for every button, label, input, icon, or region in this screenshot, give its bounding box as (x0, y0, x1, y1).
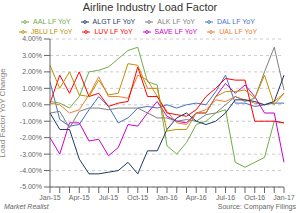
html-text:UAL LF YoY: UAL LF YoY (219, 28, 258, 35)
html-text:AAL LF YoY: AAL LF YoY (33, 18, 71, 25)
svg-text:-5.00%: -5.00% (20, 183, 42, 190)
html-text:ALK LF YoY: ALK LF YoY (157, 18, 195, 25)
html-text:Airline Industry Load Factor: Airline Industry Load Factor (82, 1, 218, 13)
svg-text:0.00%: 0.00% (22, 101, 42, 108)
html-text:LUV LF YoY: LUV LF YoY (94, 28, 133, 35)
svg-text:-3.00%: -3.00% (20, 151, 42, 158)
html-text:Source: Company Filings: Source: Company Filings (217, 203, 296, 210)
svg-text:Oct-16: Oct-16 (244, 194, 265, 201)
svg-text:1.00%: 1.00% (22, 85, 42, 92)
svg-text:Jan-16: Jan-16 (156, 194, 178, 201)
svg-text:Jan-15: Jan-15 (39, 194, 61, 201)
svg-text:Jul-16: Jul-16 (216, 194, 235, 201)
svg-text:Jul-15: Jul-15 (99, 194, 118, 201)
svg-text:Oct-15: Oct-15 (127, 194, 148, 201)
svg-text:-2.00%: -2.00% (20, 134, 42, 141)
svg-text:Jan-17: Jan-17 (273, 194, 295, 201)
html-text:JBLU LF YoY: JBLU LF YoY (30, 28, 73, 35)
html-text:SAVE LF YoY: SAVE LF YoY (154, 28, 198, 35)
html-text:Market Realist: Market Realist (4, 203, 49, 210)
svg-text:-4.00%: -4.00% (20, 167, 42, 174)
svg-text:2.00%: 2.00% (22, 68, 42, 75)
svg-text:Load Factor YoY Change: Load Factor YoY Change (0, 68, 7, 158)
svg-text:Apr-16: Apr-16 (186, 194, 207, 201)
svg-text:Apr-15: Apr-15 (69, 194, 90, 201)
html-text:ALGT LF YoY: ALGT LF YoY (92, 18, 136, 25)
svg-text:-1.00%: -1.00% (20, 118, 42, 125)
html-text:DAL LF YoY: DAL LF YoY (217, 18, 255, 25)
svg-text:4.00%: 4.00% (22, 35, 42, 42)
svg-text:3.00%: 3.00% (22, 52, 42, 59)
